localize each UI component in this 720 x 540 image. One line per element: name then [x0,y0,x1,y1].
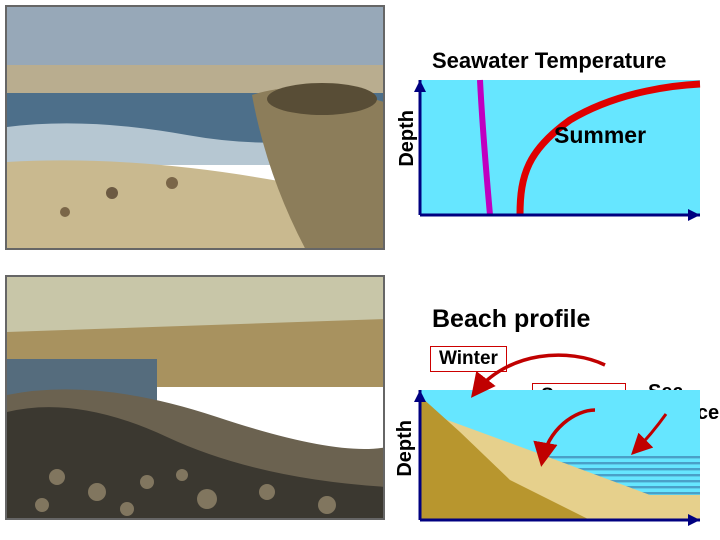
profile-ylabel: Depth [394,420,417,477]
profile-plot [420,390,700,520]
profile-winter-label: Winter [430,346,507,372]
profile-title: Beach profile [432,305,590,334]
temp-chart-ylabel: Depth [396,110,419,167]
top-beach-photo [5,5,385,250]
bottom-beach-photo [5,275,385,520]
temp-chart-summer-label: Summer [554,122,646,149]
temp-chart-title: Seawater Temperature [432,48,666,74]
